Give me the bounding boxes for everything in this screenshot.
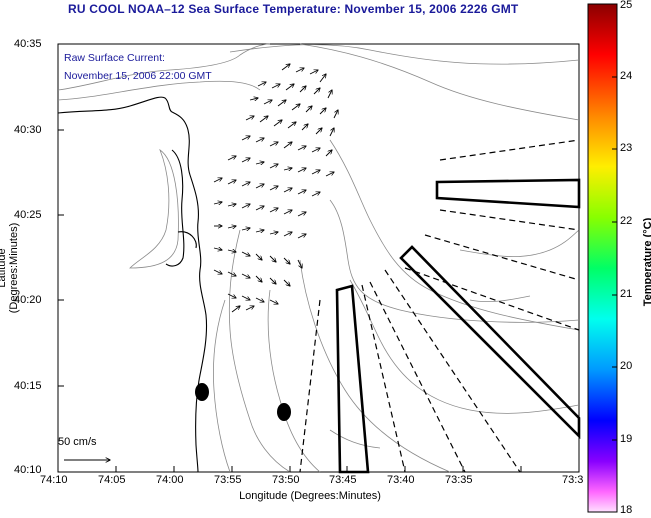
- radar-sector-lines: [299, 139, 580, 473]
- bathymetry-contours: [57, 43, 580, 473]
- x-tick-label: 73:50: [272, 474, 300, 486]
- colorbar-tick-label: 25: [620, 0, 633, 11]
- x-tick-label: 74:10: [40, 474, 68, 486]
- colorbar-tick-label: 21: [620, 288, 633, 300]
- station-markers: [195, 383, 291, 421]
- chart-title: RU COOL NOAA–12 Sea Surface Temperature:…: [68, 2, 519, 16]
- colorbar-tick-label: 22: [620, 215, 633, 227]
- overlay-label-line1: Raw Surface Current:: [64, 52, 165, 64]
- map-frame: [57, 43, 580, 473]
- overlay-label-line2: November 15, 2006 22:00 GMT: [64, 70, 212, 82]
- colorbar-tick-label: 19: [620, 433, 633, 445]
- surface-current-vectors: [213, 64, 338, 313]
- radar-polygons: [335, 178, 581, 474]
- colorbar: [587, 3, 618, 513]
- colorbar-title: Temperature (°C): [642, 217, 651, 307]
- x-axis-label: Longitude (Degrees:Minutes): [239, 490, 381, 502]
- colorbar-tick-label: 24: [620, 70, 633, 82]
- x-tick-label: 73:35: [445, 474, 473, 486]
- axis-ticks: [57, 43, 522, 473]
- colorbar-tick-label: 23: [620, 142, 633, 154]
- colorbar-tick-label: 18: [620, 504, 633, 516]
- x-tick-label: 73:55: [214, 474, 242, 486]
- x-tick-label: 73:3: [562, 474, 584, 486]
- x-tick-label: 73:45: [329, 474, 357, 486]
- scale-label: 50 cm/s: [58, 436, 97, 448]
- x-tick-label: 73:40: [387, 474, 415, 486]
- colorbar-tick-label: 20: [620, 360, 633, 372]
- colorbar-ticks: [612, 76, 617, 441]
- y-tick-label: 40:10: [14, 464, 42, 476]
- y-tick-label: 40:20: [14, 294, 42, 306]
- x-tick-label: 74:05: [98, 474, 126, 486]
- y-tick-label: 40:25: [14, 209, 42, 221]
- coastline: [57, 96, 208, 473]
- y-axis-label: Latitude (Degrees:Minutes): [0, 222, 20, 314]
- y-tick-label: 40:35: [14, 38, 42, 50]
- y-tick-label: 40:30: [14, 124, 42, 136]
- y-tick-label: 40:15: [14, 380, 42, 392]
- x-tick-label: 74:00: [156, 474, 184, 486]
